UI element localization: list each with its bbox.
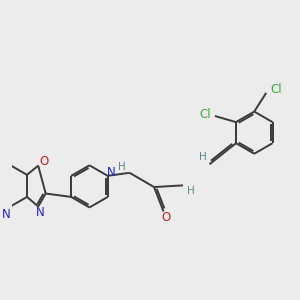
- Text: O: O: [162, 211, 171, 224]
- Text: Cl: Cl: [270, 83, 281, 96]
- Text: H: H: [118, 162, 126, 172]
- Text: O: O: [40, 155, 49, 168]
- Text: N: N: [35, 206, 44, 219]
- Text: H: H: [200, 152, 207, 162]
- Text: N: N: [2, 208, 11, 220]
- Text: Cl: Cl: [200, 108, 211, 121]
- Text: N: N: [106, 166, 115, 178]
- Text: H: H: [187, 187, 194, 196]
